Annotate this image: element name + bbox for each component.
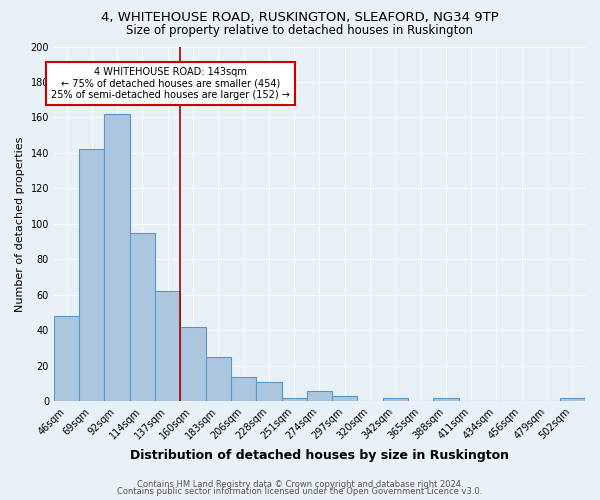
X-axis label: Distribution of detached houses by size in Ruskington: Distribution of detached houses by size … [130,450,509,462]
Bar [433,398,458,402]
Text: 4 WHITEHOUSE ROAD: 143sqm
← 75% of detached houses are smaller (454)
25% of semi: 4 WHITEHOUSE ROAD: 143sqm ← 75% of detac… [52,67,290,100]
Text: Contains HM Land Registry data © Crown copyright and database right 2024.: Contains HM Land Registry data © Crown c… [137,480,463,489]
Bar [307,390,332,402]
Bar [155,292,181,402]
Bar [560,398,585,402]
Bar [256,382,281,402]
Bar [130,233,155,402]
Bar [281,398,307,402]
Text: Contains public sector information licensed under the Open Government Licence v3: Contains public sector information licen… [118,488,482,496]
Bar [79,150,104,402]
Y-axis label: Number of detached properties: Number of detached properties [15,136,25,312]
Bar [181,327,206,402]
Bar [54,316,79,402]
Bar [332,396,358,402]
Bar [383,398,408,402]
Text: Size of property relative to detached houses in Ruskington: Size of property relative to detached ho… [127,24,473,37]
Bar [104,114,130,402]
Bar [231,376,256,402]
Bar [206,357,231,402]
Text: 4, WHITEHOUSE ROAD, RUSKINGTON, SLEAFORD, NG34 9TP: 4, WHITEHOUSE ROAD, RUSKINGTON, SLEAFORD… [101,12,499,24]
